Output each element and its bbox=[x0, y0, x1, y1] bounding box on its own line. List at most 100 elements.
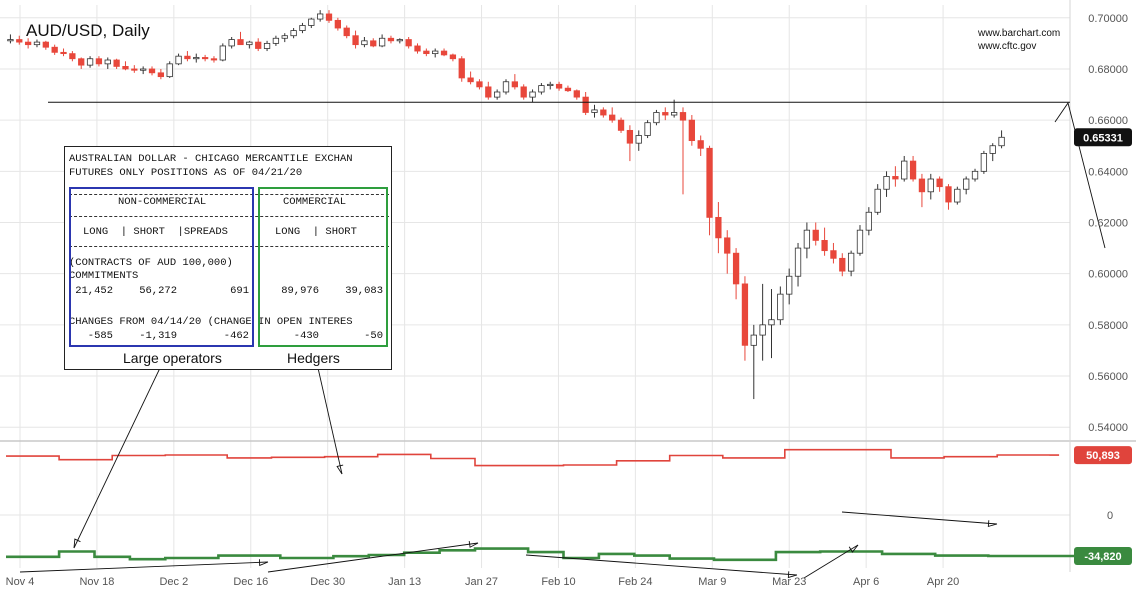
candle-body bbox=[414, 45, 421, 52]
candle-body bbox=[334, 19, 342, 29]
commercial-heading: COMMERCIAL bbox=[283, 196, 347, 208]
candle-body bbox=[883, 176, 890, 190]
commit-nc-spreads: 691 bbox=[230, 285, 249, 297]
chart-grid bbox=[0, 0, 1136, 572]
candle-body bbox=[732, 252, 740, 285]
candle-body bbox=[909, 160, 917, 180]
candle-body bbox=[564, 87, 572, 92]
candle-body bbox=[670, 112, 678, 116]
candle-body bbox=[529, 91, 536, 98]
chg-nc-short: -1,319 bbox=[139, 330, 177, 342]
trend-arrow bbox=[525, 554, 798, 576]
trend-arrow bbox=[267, 542, 479, 573]
cot-header-line-1: AUSTRALIAN DOLLAR - CHICAGO MERCANTILE E… bbox=[69, 153, 353, 165]
last-price-tag: 0.65331 bbox=[1083, 132, 1123, 144]
candle-body bbox=[750, 334, 757, 346]
candle-body bbox=[555, 83, 563, 89]
y-tick-label: 0.54000 bbox=[1088, 422, 1128, 434]
candle-body bbox=[697, 140, 704, 149]
x-tick-label: Apr 6 bbox=[853, 576, 879, 588]
commercial-value-tag: 50,893 bbox=[1086, 450, 1120, 462]
x-tick-label: Nov 4 bbox=[6, 576, 35, 588]
candle-body bbox=[33, 41, 41, 46]
commercial-highlight bbox=[258, 187, 388, 347]
x-tick-label: Dec 30 bbox=[310, 576, 345, 588]
y-tick-label: 0.70000 bbox=[1088, 13, 1128, 25]
candle-body bbox=[51, 46, 58, 53]
axes: 0.70000 0.68000 0.66000 0.64000 0.62000 0.600… bbox=[6, 13, 1132, 588]
candle-body bbox=[980, 153, 988, 172]
chg-c-long: -430 bbox=[293, 330, 319, 342]
candle-body bbox=[263, 42, 271, 49]
candle-body bbox=[821, 240, 828, 252]
candle-body bbox=[741, 283, 749, 346]
cot-header-line-2: FUTURES ONLY POSITIONS AS OF 04/21/20 bbox=[69, 167, 303, 179]
y-tick-label: 0.68000 bbox=[1088, 64, 1128, 76]
candle-body bbox=[299, 25, 306, 31]
candle-body bbox=[255, 41, 262, 49]
candle-body bbox=[7, 39, 14, 42]
candle-body bbox=[626, 129, 634, 144]
x-tick-label: Dec 16 bbox=[233, 576, 268, 588]
candle-body bbox=[290, 30, 297, 37]
candle-body bbox=[343, 27, 350, 37]
y-tick-label: 0.58000 bbox=[1088, 320, 1128, 332]
candle-body bbox=[617, 119, 625, 131]
candle-body bbox=[777, 293, 784, 321]
noncommercial-value-tag: -34,820 bbox=[1084, 551, 1121, 563]
candle-body bbox=[122, 66, 129, 70]
arrow-hedgers-head bbox=[336, 464, 344, 475]
candle-body bbox=[609, 114, 616, 121]
candle-body bbox=[201, 57, 209, 60]
candle-body bbox=[971, 170, 979, 180]
trend-arrow-head bbox=[468, 541, 479, 548]
arrow-large-operators-head bbox=[73, 538, 81, 549]
candle-body bbox=[281, 35, 288, 39]
candle-body bbox=[759, 324, 766, 336]
candle-body bbox=[954, 188, 961, 203]
candle-body bbox=[803, 229, 811, 249]
candle-body bbox=[812, 229, 819, 241]
candle-body bbox=[538, 85, 545, 93]
x-tick-label: Feb 10 bbox=[541, 576, 575, 588]
y-tick-label: 0.64000 bbox=[1088, 166, 1128, 178]
chg-nc-spreads: -462 bbox=[223, 330, 249, 342]
candle-body bbox=[582, 96, 589, 113]
x-tick-label: Feb 24 bbox=[618, 576, 652, 588]
commercial-value-tag-bg bbox=[1074, 446, 1132, 465]
candle-body bbox=[644, 122, 651, 136]
candle-body bbox=[494, 91, 501, 98]
candle-body bbox=[140, 68, 147, 71]
candle-body bbox=[679, 112, 687, 121]
cot-report-box: AUSTRALIAN DOLLAR - CHICAGO MERCANTILE E… bbox=[64, 146, 392, 370]
candle-body bbox=[936, 178, 943, 188]
chg-nc-long: -585 bbox=[87, 330, 113, 342]
cot-divider bbox=[69, 246, 389, 247]
candle-body bbox=[86, 58, 94, 66]
candle-body bbox=[352, 35, 359, 46]
hedgers-label: Hedgers bbox=[287, 350, 340, 366]
candle-body bbox=[688, 119, 695, 142]
chart-title: AUD/USD, Daily bbox=[26, 21, 150, 40]
credit-barchart[interactable]: www.barchart.com bbox=[978, 28, 1061, 39]
chg-c-short: -50 bbox=[364, 330, 383, 342]
trend-arrow bbox=[841, 511, 998, 525]
commit-nc-long: 21,452 bbox=[75, 285, 113, 297]
credit-cftc[interactable]: www.cftc.gov bbox=[978, 41, 1037, 52]
cot-divider bbox=[69, 194, 389, 195]
candle-body bbox=[458, 58, 465, 79]
candle-body bbox=[502, 81, 510, 93]
arrow-large-operators bbox=[73, 367, 161, 549]
x-tick-label: Apr 20 bbox=[927, 576, 959, 588]
trend-arrow-head bbox=[987, 520, 998, 528]
candle-body bbox=[396, 39, 403, 42]
x-tick-label: Mar 9 bbox=[698, 576, 726, 588]
candle-body bbox=[901, 160, 908, 180]
commercial-columns: LONG | SHORT bbox=[275, 226, 357, 238]
candle-body bbox=[42, 41, 49, 48]
candlestick-series bbox=[7, 10, 1005, 400]
candle-body bbox=[786, 275, 793, 295]
candle-body bbox=[653, 112, 660, 124]
noncommercial-net-line bbox=[6, 547, 1077, 562]
